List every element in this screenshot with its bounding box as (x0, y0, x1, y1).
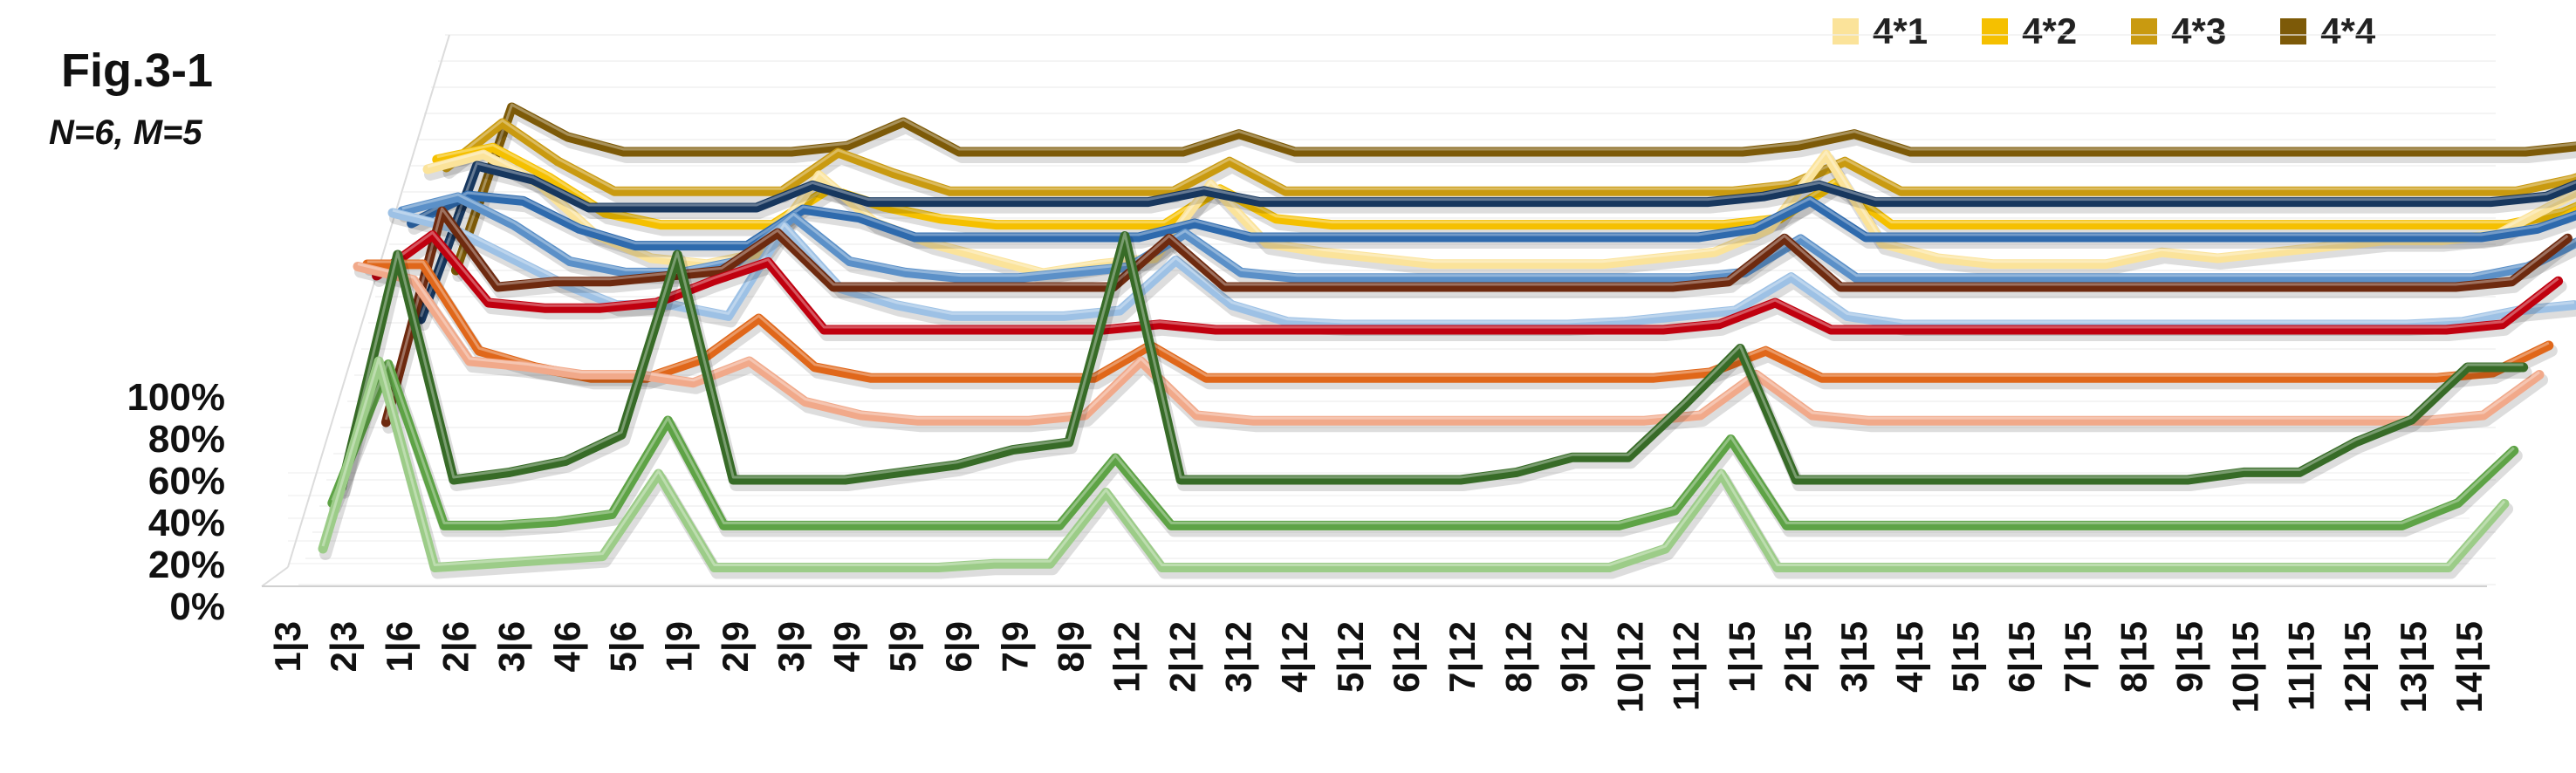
x-tick-label: 1|3 (267, 621, 309, 672)
x-tick-label: 2|12 (1162, 621, 1204, 693)
x-tick-label: 8|9 (1050, 621, 1092, 672)
legend-swatch-4x4 (2280, 18, 2307, 44)
y-tick-label: 80% (148, 418, 225, 461)
x-tick-label: 3|12 (1218, 621, 1260, 693)
x-tick-label: 2|3 (323, 621, 365, 672)
legend-swatch-4x3 (2131, 18, 2158, 44)
series-line (318, 356, 2510, 572)
y-tick-label: 0% (169, 585, 225, 628)
series-shadow (373, 234, 2567, 341)
series-line (337, 231, 2529, 493)
series-line (450, 102, 2576, 276)
series-shadow (417, 165, 2576, 331)
axis-wall-edge (287, 34, 450, 568)
legend-label-4x1: 4*1 (1873, 10, 1929, 51)
figure-subtitle: N=6, M=5 (49, 113, 202, 152)
x-tick-label: 11|15 (2281, 621, 2323, 711)
x-tick-label: 8|15 (2113, 621, 2155, 693)
legend-item-4x1: 4*1 (1833, 10, 1928, 52)
series-shadow (354, 265, 2548, 433)
x-tick-label: 4|9 (826, 621, 868, 672)
series-highlight (445, 119, 2576, 190)
series-highlight (427, 150, 2576, 272)
series-highlight (321, 357, 2506, 566)
x-tick-label: 12|15 (2337, 621, 2379, 713)
legend-label-4x3: 4*3 (2171, 10, 2227, 51)
x-tick-label: 5|12 (1330, 621, 1372, 693)
axis-wall-edge (261, 566, 289, 587)
x-tick-label: 7|15 (2057, 621, 2099, 693)
x-tick-label: 4|12 (1274, 621, 1316, 693)
x-tick-label: 4|6 (547, 621, 589, 672)
x-tick-label: 1|15 (1722, 621, 1764, 693)
legend-item-4x3: 4*3 (2131, 10, 2226, 52)
x-tick-label: 2|15 (1778, 621, 1819, 693)
series-line (380, 206, 2573, 428)
series-shadow (319, 360, 2513, 579)
x-tick-label: 2|6 (435, 621, 476, 672)
x-tick-label: 8|12 (1497, 621, 1539, 693)
x-tick-label: 3|6 (490, 621, 532, 672)
legend-swatch-4x1 (1833, 18, 1859, 44)
legend-item-4x4: 4*4 (2280, 10, 2375, 52)
legend-label-4x2: 4*2 (2022, 10, 2078, 51)
series-highlight (367, 260, 2550, 377)
series-line (442, 118, 2576, 196)
x-tick-label: 7|9 (994, 621, 1036, 672)
series-highlight (357, 263, 2540, 420)
series-shadow (452, 106, 2576, 282)
legend-label-4x4: 4*4 (2320, 10, 2376, 51)
series-line (353, 262, 2545, 426)
series-highlight (454, 103, 2576, 269)
x-tick-label: 5|15 (1945, 621, 1987, 693)
series-shadow (328, 363, 2523, 537)
x-tick-label: 13|15 (2393, 621, 2435, 713)
x-tick-label: 4|15 (1889, 621, 1931, 693)
figure-title: Fig.3-1 (61, 44, 214, 97)
series-highlight (331, 360, 2515, 524)
x-tick-label: 6|12 (1386, 621, 1428, 693)
y-tick-label: 40% (148, 502, 225, 544)
x-tick-label: 10|15 (2225, 621, 2267, 713)
series-line (415, 161, 2576, 325)
x-tick-label: 9|15 (2168, 621, 2210, 693)
x-tick-label: 9|12 (1553, 621, 1595, 693)
series-shadow (382, 210, 2576, 434)
series-line (327, 359, 2519, 530)
x-tick-label: 5|9 (882, 621, 924, 672)
x-tick-label: 6|15 (2001, 621, 2043, 693)
legend-swatch-4x2 (1982, 18, 2009, 44)
series-highlight (340, 232, 2524, 485)
x-tick-label: 3|15 (1833, 621, 1875, 693)
y-tick-label: 100% (127, 376, 225, 419)
series-line (387, 208, 2576, 330)
x-tick-label: 1|6 (379, 621, 421, 672)
x-tick-label: 11|12 (1666, 621, 1708, 711)
x-tick-label: 7|12 (1442, 621, 1483, 693)
x-tick-label: 5|6 (603, 621, 645, 672)
legend-item-4x2: 4*2 (1982, 10, 2077, 52)
chart-legend: 4*1 4*2 4*3 4*4 (1833, 10, 2375, 52)
x-tick-label: 6|9 (938, 621, 980, 672)
series-highlight (419, 161, 2576, 318)
x-tick-label: 1|9 (659, 621, 701, 672)
x-tick-label: 3|9 (771, 621, 812, 672)
series-highlight (384, 207, 2569, 421)
x-tick-label: 14|15 (2449, 621, 2490, 713)
y-tick-label: 20% (148, 544, 225, 586)
series-shadow (363, 263, 2558, 390)
series-line (362, 259, 2554, 383)
y-tick-label: 60% (148, 460, 225, 503)
x-tick-label: 2|9 (715, 621, 757, 672)
x-tick-label: 10|12 (1609, 621, 1651, 713)
series-highlight (410, 191, 2576, 245)
series-line (372, 230, 2564, 335)
x-tick-label: 1|12 (1106, 621, 1148, 693)
series-highlight (375, 231, 2559, 329)
